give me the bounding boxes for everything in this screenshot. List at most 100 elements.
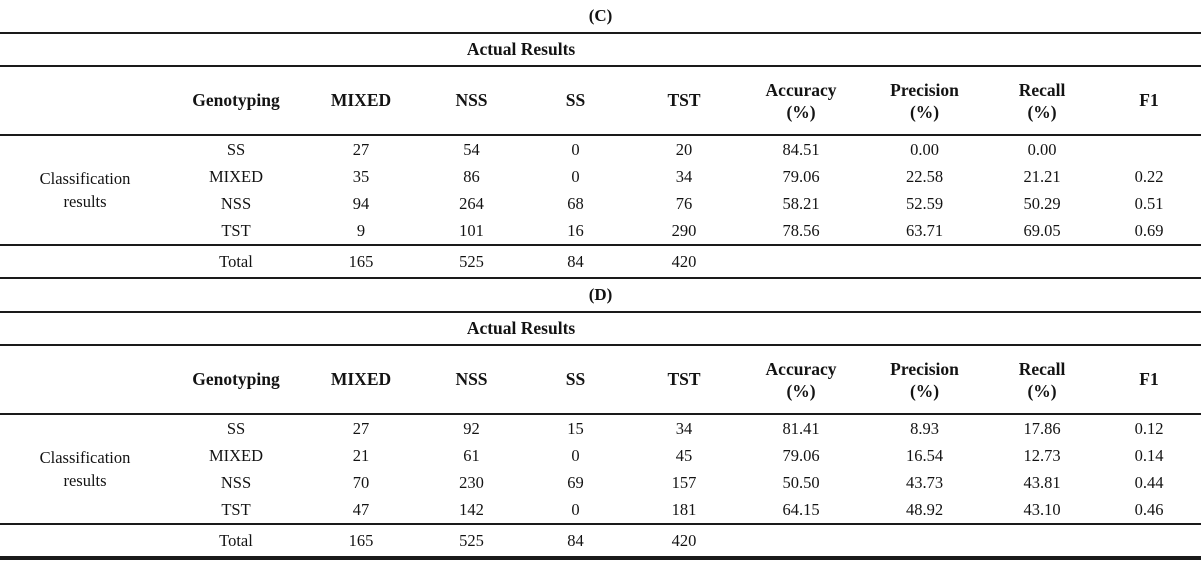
total-nss: 525 [420, 245, 523, 279]
cell-nss: 230 [459, 472, 484, 492]
col-header-recall-line2: (%) [1027, 380, 1057, 401]
cell-accuracy: 79.06 [782, 166, 820, 186]
cell-nss: 142 [420, 496, 523, 525]
cell-nss: 61 [463, 445, 480, 465]
total-row: Total 165 525 84 420 [0, 245, 1201, 279]
spacer-cell [987, 245, 1098, 279]
col-header-ss: SS [523, 66, 628, 136]
cell-mixed: 27 [352, 139, 370, 159]
total-ss: 84 [523, 524, 628, 560]
cell-ss: 0 [571, 139, 580, 159]
col-header-precision: Precision (%) [862, 345, 988, 415]
cell-ss: 69 [567, 472, 584, 492]
actual-results-row: Actual Results [0, 312, 1201, 346]
spacer-cell [0, 312, 302, 346]
col-header-precision-line1: Precision [890, 358, 959, 379]
row-header: MIXED [208, 445, 264, 465]
row-group-label-line2: results [63, 471, 107, 490]
cell-nss: 101 [420, 217, 523, 246]
cell-ss: 0 [571, 445, 580, 465]
spacer-cell [0, 245, 170, 279]
results-table-d: Actual Results Genotyping MIXED NSS SS T… [0, 311, 1201, 560]
cell-mixed: 9 [302, 217, 420, 246]
total-nss: 525 [420, 524, 523, 560]
spacer-cell [987, 524, 1098, 560]
col-header-recall-line1: Recall [1018, 79, 1066, 100]
cell-precision: 16.54 [905, 445, 944, 465]
cell-recall: 43.10 [987, 496, 1098, 525]
table-row-nss: NSS 94 264 68 76 58.21 52.59 50.29 0.51 [0, 190, 1201, 217]
cell-mixed: 47 [302, 496, 420, 525]
cell-f1 [1097, 135, 1201, 163]
row-header: SS [226, 418, 246, 438]
table-row-tst: TST 9 101 16 290 78.56 63.71 69.05 0.69 [0, 217, 1201, 246]
total-row: Total 165 525 84 420 [0, 524, 1201, 560]
row-header: NSS [220, 472, 252, 492]
row-header: SS [226, 139, 246, 159]
cell-recall: 21.21 [1023, 166, 1061, 186]
cell-f1: 0.12 [1134, 418, 1164, 438]
cell-recall: 17.86 [1023, 418, 1061, 438]
cell-accuracy: 81.41 [782, 418, 820, 438]
cell-tst: 45 [675, 445, 693, 465]
cell-ss: 16 [523, 217, 628, 246]
col-header-mixed: MIXED [302, 66, 420, 136]
cell-mixed: 27 [352, 418, 370, 438]
col-header-accuracy-line2: (%) [786, 101, 816, 122]
actual-results-header: Actual Results [302, 312, 741, 346]
total-label: Total [170, 245, 302, 279]
panel-label-d: (D) [588, 285, 613, 304]
results-table-c: Actual Results Genotyping MIXED NSS SS T… [0, 32, 1201, 279]
cell-nss: 92 [463, 418, 480, 438]
total-tst: 420 [628, 245, 741, 279]
row-header: MIXED [208, 166, 264, 186]
col-header-f1: F1 [1097, 345, 1201, 415]
col-header-nss: NSS [420, 345, 523, 415]
spacer-cell [862, 524, 988, 560]
column-header-row: Genotyping MIXED NSS SS TST Accuracy (%)… [0, 345, 1201, 415]
spacer-cell [740, 524, 863, 560]
row-group-label-line2: results [63, 192, 107, 211]
actual-results-row: Actual Results [0, 33, 1201, 67]
spacer-cell [1097, 524, 1201, 560]
cell-f1: 0.22 [1134, 166, 1164, 186]
cell-f1: 0.14 [1134, 445, 1164, 465]
cell-ss: 0 [523, 496, 628, 525]
row-header: TST [170, 496, 302, 525]
cell-recall: 43.81 [1023, 472, 1061, 492]
col-header-accuracy-line2: (%) [786, 380, 816, 401]
table-row-ss: Classification results SS 27 54 0 20 84.… [0, 135, 1201, 246]
cell-accuracy: 84.51 [782, 139, 820, 159]
total-ss: 84 [523, 245, 628, 279]
row-group-label: Classification results [0, 414, 170, 525]
table-row-ss: Classification results SS 27 92 15 34 81… [0, 414, 1201, 525]
col-header-genotyping: Genotyping [170, 66, 302, 136]
col-header-recall-line2: (%) [1027, 101, 1057, 122]
col-header-f1: F1 [1097, 66, 1201, 136]
cell-accuracy: 58.21 [782, 193, 820, 213]
col-header-accuracy: Accuracy (%) [740, 345, 863, 415]
spacer-cell [1097, 245, 1201, 279]
cell-recall: 69.05 [987, 217, 1098, 246]
cell-precision: 22.58 [905, 166, 944, 186]
col-header-accuracy-line1: Accuracy [765, 358, 837, 379]
cell-ss: 15 [567, 418, 584, 438]
cell-precision: 8.93 [910, 418, 939, 438]
cell-tst: 76 [675, 193, 693, 213]
cell-tst: 20 [675, 139, 693, 159]
col-header-nss: NSS [420, 66, 523, 136]
col-header-tst: TST [628, 66, 741, 136]
cell-accuracy: 78.56 [740, 217, 863, 246]
table-row-tst: TST 47 142 0 181 64.15 48.92 43.10 0.46 [0, 496, 1201, 525]
cell-precision: 43.73 [905, 472, 944, 492]
col-header-accuracy-line1: Accuracy [765, 79, 837, 100]
table-row-mixed: MIXED 35 86 0 34 79.06 22.58 21.21 0.22 [0, 163, 1201, 190]
cell-f1: 0.51 [1134, 193, 1164, 213]
cell-tst: 290 [628, 217, 741, 246]
spacer-cell [740, 33, 1201, 67]
col-header-precision: Precision (%) [862, 66, 988, 136]
col-header-genotyping: Genotyping [170, 345, 302, 415]
total-tst: 420 [628, 524, 741, 560]
cell-nss: 54 [463, 139, 480, 159]
row-group-label: Classification results [0, 135, 170, 246]
